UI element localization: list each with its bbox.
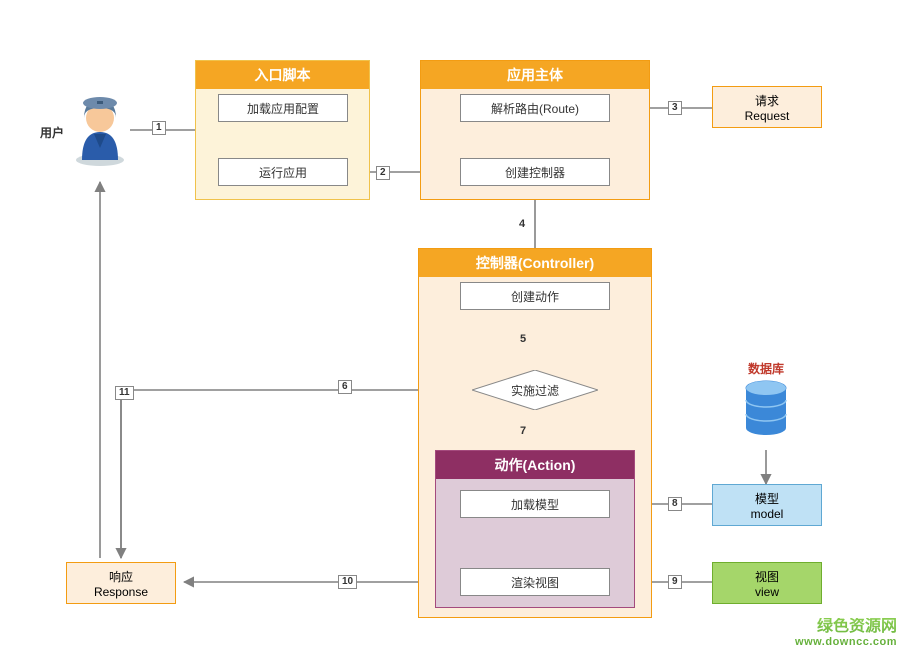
container-header-action: 动作(Action): [436, 451, 634, 479]
edge-label-2: 2: [376, 166, 390, 180]
edge-label-8: 8: [668, 497, 682, 511]
watermark-line1: 绿色资源网: [795, 618, 897, 636]
container-header-app: 应用主体: [421, 61, 649, 89]
node-load_model: 加载模型: [460, 490, 610, 518]
decision-filter: 实施过滤: [472, 370, 598, 410]
edge-label-11: 11: [115, 386, 134, 400]
user-icon: [70, 90, 130, 170]
node-load_config: 加载应用配置: [218, 94, 348, 122]
diagram-canvas: 用户 入口脚本 应用主体 控制器(Controller) 动作(Action) …: [0, 0, 905, 652]
node-create_controller: 创建控制器: [460, 158, 610, 186]
box-view-line1: 视图: [755, 568, 779, 585]
edge-label-3: 3: [668, 101, 682, 115]
box-model-line2: model: [751, 507, 784, 521]
node-render_view: 渲染视图: [460, 568, 610, 596]
box-response-line2: Response: [94, 585, 148, 599]
container-header-entry: 入口脚本: [196, 61, 369, 89]
database-icon: [744, 380, 788, 436]
box-view-line2: view: [755, 585, 779, 599]
node-parse_route: 解析路由(Route): [460, 94, 610, 122]
container-header-controller: 控制器(Controller): [419, 249, 651, 277]
box-model-line1: 模型: [755, 490, 779, 507]
watermark-line2: www.downcc.com: [795, 636, 897, 648]
node-create_action: 创建动作: [460, 282, 610, 310]
node-run_app: 运行应用: [218, 158, 348, 186]
user-label: 用户: [40, 124, 64, 141]
box-response-line1: 响应: [109, 568, 133, 585]
box-response: 响应 Response: [66, 562, 176, 604]
edge-label-4: 4: [519, 218, 525, 230]
edge-label-5: 5: [520, 333, 526, 345]
edge-label-6: 6: [338, 380, 352, 394]
edge-label-9: 9: [668, 575, 682, 589]
box-request-line2: Request: [745, 109, 790, 123]
box-view: 视图 view: [712, 562, 822, 604]
database-label: 数据库: [748, 360, 784, 377]
box-request: 请求 Request: [712, 86, 822, 128]
edge-label-7: 7: [520, 425, 526, 437]
edge-label-1: 1: [152, 121, 166, 135]
watermark: 绿色资源网 www.downcc.com: [795, 618, 897, 648]
box-request-line1: 请求: [755, 92, 779, 109]
decision-label: 实施过滤: [472, 370, 598, 410]
edge-label-10: 10: [338, 575, 357, 589]
box-model: 模型 model: [712, 484, 822, 526]
